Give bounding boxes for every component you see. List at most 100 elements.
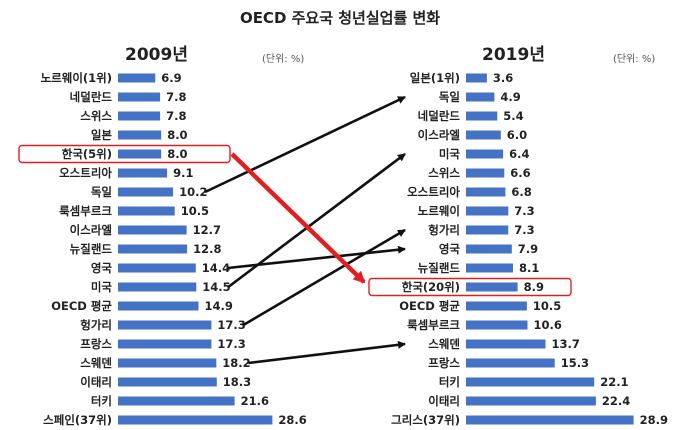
value-label-2009: 7.8 xyxy=(166,90,186,104)
category-label-2009: 이스라엘 xyxy=(70,223,112,237)
category-label-2009: 미국 xyxy=(91,280,113,294)
bar-2019-일본1위 xyxy=(466,73,487,83)
bar-2019-오스트리아 xyxy=(466,187,506,197)
bar-2019-그리스37위 xyxy=(466,415,634,425)
bar-2019-스위스 xyxy=(466,168,505,178)
value-label-2019: 5.4 xyxy=(503,109,523,123)
category-label-2019: 프랑스 xyxy=(428,356,460,370)
bar-2009-이스라엘 xyxy=(118,225,187,235)
category-label-2009: 독일 xyxy=(91,185,112,199)
bar-2019-한국20위 xyxy=(466,282,518,292)
arrow-영국 xyxy=(227,245,406,270)
value-label-2019: 8.9 xyxy=(524,280,544,294)
unit-label-right: (단위: %) xyxy=(613,54,656,65)
value-label-2009: 10.5 xyxy=(181,204,209,218)
category-label-2019: 미국 xyxy=(439,147,461,161)
bar-2019-영국 xyxy=(466,244,512,254)
value-label-2009: 28.6 xyxy=(278,413,306,427)
value-label-2009: 10.2 xyxy=(179,185,207,199)
category-label-2009: 헝가리 xyxy=(80,318,112,332)
bar-2009-독일 xyxy=(118,187,174,197)
category-label-2009: 스위스 xyxy=(80,109,112,123)
chart-2019: 일본(1위) 3.6 독일 4.9 네덜란드 5.4 이스라엘 6.0 미국 6.4 스위스 6.6 오… xyxy=(368,71,668,427)
category-label-2009: 네덜란드 xyxy=(70,90,113,104)
category-label-2009: OECD 평균 xyxy=(51,299,112,313)
value-label-2019: 7.9 xyxy=(518,242,538,256)
value-label-2009: 18.3 xyxy=(223,375,251,389)
bar-2019-룩셈부르크 xyxy=(466,320,528,330)
bar-2009-헝가리 xyxy=(118,320,212,330)
category-label-2009: 뉴질랜드 xyxy=(70,242,113,256)
category-label-2019: 일본(1위) xyxy=(410,71,460,85)
value-label-2009: 21.6 xyxy=(241,394,269,408)
value-label-2009: 18.2 xyxy=(222,356,250,370)
bar-2019-프랑스 xyxy=(466,358,555,368)
chart-2009: 노르웨이(1위) 6.9 네덜란드 7.8 스위스 7.8 일본 8.0 한국(5위) 8.0 오스… xyxy=(18,71,307,427)
year-2009-title: 2009년 xyxy=(125,45,188,65)
value-label-2019: 4.9 xyxy=(500,90,520,104)
highlight-box-2019 xyxy=(368,277,572,297)
value-label-2019: 6.6 xyxy=(510,166,530,180)
bar-2009-미국 xyxy=(118,282,197,292)
value-label-2019: 28.9 xyxy=(640,413,668,427)
bar-2009-스웨덴 xyxy=(118,358,217,368)
value-label-2009: 9.1 xyxy=(173,166,193,180)
value-label-2019: 13.7 xyxy=(552,337,580,351)
bar-2009-네덜란드 xyxy=(118,92,161,102)
value-label-2019: 7.3 xyxy=(514,223,534,237)
category-label-2019: 네덜란드 xyxy=(418,109,461,123)
bar-2019-OECD-평균 xyxy=(466,301,527,311)
bar-2019-네덜란드 xyxy=(466,111,498,121)
category-label-2009: 스페인(37위) xyxy=(43,413,112,427)
category-label-2019: 오스트리아 xyxy=(407,185,460,199)
year-2019-title: 2019년 xyxy=(482,45,545,65)
category-label-2009: 한국(5위) xyxy=(62,147,112,161)
category-label-2009: 영국 xyxy=(91,261,113,275)
bar-2009-프랑스 xyxy=(118,339,212,349)
bar-2009-스페인37위 xyxy=(118,415,273,425)
value-label-2009: 7.8 xyxy=(166,109,186,123)
category-label-2009: 룩셈부르크 xyxy=(59,204,112,218)
value-label-2019: 22.4 xyxy=(602,394,630,408)
chart-title: OECD 주요국 청년실업률 변화 xyxy=(239,9,441,27)
value-label-2009: 12.8 xyxy=(193,242,221,256)
bar-2009-뉴질랜드 xyxy=(118,244,188,254)
bar-2009-터키 xyxy=(118,396,235,406)
value-label-2009: 14.4 xyxy=(202,261,230,275)
highlight-box-2009 xyxy=(18,144,231,164)
category-label-2019: 영국 xyxy=(439,242,461,256)
value-label-2009: 12.7 xyxy=(193,223,221,237)
bar-2009-영국 xyxy=(118,263,196,273)
bar-2009-스위스 xyxy=(118,111,161,121)
category-label-2009: 스웨덴 xyxy=(80,356,112,370)
bar-2009-이태리 xyxy=(118,377,217,387)
bar-2019-터키 xyxy=(466,377,595,387)
value-label-2019: 10.5 xyxy=(533,299,561,313)
value-label-2019: 15.3 xyxy=(561,356,589,370)
arrow-korea xyxy=(230,152,366,284)
value-label-2019: 6.8 xyxy=(511,185,531,199)
bar-2009-OECD-평균 xyxy=(118,301,199,311)
bar-2019-뉴질랜드 xyxy=(466,263,513,273)
bar-2019-이스라엘 xyxy=(466,130,501,140)
bar-2009-노르웨이1위 xyxy=(118,73,156,83)
category-label-2019: 이태리 xyxy=(428,394,460,408)
arrow-독일 xyxy=(204,95,406,194)
bar-2019-노르웨이 xyxy=(466,206,509,216)
value-label-2019: 6.0 xyxy=(507,128,527,142)
bar-2019-독일 xyxy=(466,92,495,102)
value-label-2019: 7.3 xyxy=(514,204,534,218)
bar-2019-헝가리 xyxy=(466,225,509,235)
value-label-2009: 8.0 xyxy=(167,147,187,161)
arrow-헝가리 xyxy=(242,228,406,327)
value-label-2009: 17.3 xyxy=(217,318,245,332)
value-label-2019: 3.6 xyxy=(493,71,513,85)
bar-2009-한국5위 xyxy=(118,149,162,159)
bar-2019-이태리 xyxy=(466,396,596,406)
category-label-2009: 이태리 xyxy=(80,375,112,389)
category-label-2019: 이스라엘 xyxy=(418,128,460,142)
category-label-2009: 터키 xyxy=(91,394,112,408)
category-label-2019: 그리스(37위) xyxy=(391,413,460,427)
category-label-2019: 룩셈부르크 xyxy=(407,318,460,332)
value-label-2009: 8.0 xyxy=(167,128,187,142)
